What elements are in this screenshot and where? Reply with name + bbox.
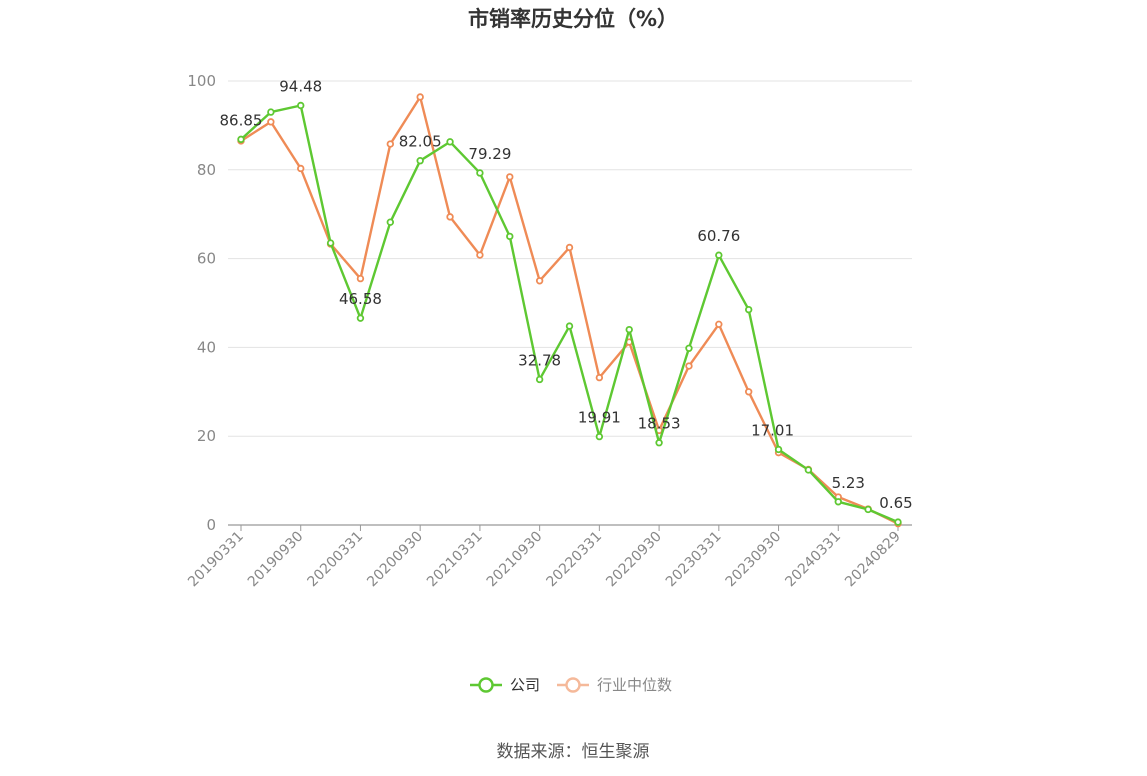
data-point [386, 140, 395, 148]
data-point [834, 498, 842, 506]
data-point [446, 138, 454, 146]
series-line [240, 104, 899, 524]
data-point [715, 320, 723, 329]
y-axis: 0 20 40 60 80 100 [187, 72, 216, 534]
source-text: 数据来源：恒生聚源 [497, 742, 650, 762]
x-tick-label: 20200930 [364, 529, 426, 591]
series-group [237, 93, 902, 528]
data-label: 17.01 [751, 421, 794, 439]
data-point [744, 305, 753, 314]
data-point [655, 439, 663, 447]
data-point [595, 432, 604, 441]
x-tick-label: 20220930 [603, 529, 665, 591]
data-label: 5.23 [832, 474, 865, 492]
data-point [476, 169, 484, 177]
data-point [297, 101, 305, 110]
x-tick-label: 20230331 [663, 529, 725, 591]
data-point [416, 156, 424, 165]
x-tick-label: 20210930 [484, 529, 546, 591]
data-label: 46.58 [339, 290, 382, 308]
x-tick-label: 20200331 [305, 529, 367, 591]
data-point [267, 108, 275, 116]
y-tick-label: 20 [197, 427, 216, 445]
legend-marker [565, 677, 581, 693]
y-tick-label: 80 [197, 161, 216, 179]
data-point [894, 518, 902, 526]
data-point [476, 251, 484, 259]
data-point [744, 388, 753, 396]
data-point [595, 373, 604, 382]
data-point [386, 218, 395, 226]
legend-label: 公司 [510, 676, 540, 694]
data-point [326, 239, 335, 247]
data-point [804, 466, 813, 474]
data-point [774, 445, 783, 454]
data-point [416, 93, 424, 101]
data-point [506, 173, 514, 181]
data-point [237, 135, 245, 144]
data-point [625, 325, 633, 334]
data-label: 79.29 [468, 145, 511, 163]
data-labels: 86.85 94.48 46.58 82.05 79.29 32.78 19.91 18.53… [220, 78, 913, 513]
x-axis: 2019033120190930202003312020093020210331… [185, 524, 912, 591]
data-point [297, 164, 305, 173]
data-label: 82.05 [399, 133, 442, 151]
x-tick-label: 20190331 [185, 529, 247, 591]
legend-marker [478, 677, 494, 693]
data-label: 86.85 [220, 111, 263, 129]
legend-label: 行业中位数 [597, 676, 672, 694]
data-point [715, 251, 723, 259]
data-point [565, 322, 574, 330]
data-label: 18.53 [638, 415, 681, 433]
data-point [535, 375, 544, 384]
data-point [864, 505, 872, 514]
data-point [446, 213, 454, 221]
grid [228, 80, 912, 437]
data-label: 0.65 [879, 494, 912, 512]
y-tick-label: 60 [197, 250, 216, 268]
data-point [685, 344, 693, 352]
data-point [535, 277, 544, 285]
x-tick-label: 20240331 [782, 529, 844, 591]
data-point [565, 243, 574, 252]
legend-item[interactable]: 公司 [470, 676, 540, 694]
data-point [267, 118, 275, 126]
chart-title: 市销率历史分位（%） [468, 7, 678, 31]
x-tick-label: 20230930 [723, 529, 785, 591]
y-tick-label: 40 [197, 338, 216, 356]
data-point [356, 274, 365, 283]
y-tick-label: 0 [206, 516, 216, 534]
x-tick-label: 20210331 [424, 529, 486, 591]
data-label: 32.78 [518, 351, 561, 369]
legend-item[interactable]: 行业中位数 [557, 676, 672, 694]
legend[interactable]: 公司 行业中位数 [470, 676, 672, 694]
data-point [685, 362, 693, 370]
series-line [240, 95, 899, 525]
data-label: 94.48 [279, 78, 322, 96]
x-tick-label: 20190930 [245, 529, 307, 591]
data-point [356, 314, 365, 322]
x-tick-label: 20220331 [543, 529, 605, 591]
x-tick-label: 20240829 [842, 529, 904, 591]
data-point [506, 232, 514, 241]
data-label: 60.76 [697, 227, 740, 245]
y-tick-label: 100 [187, 72, 216, 90]
data-label: 19.91 [578, 409, 621, 427]
